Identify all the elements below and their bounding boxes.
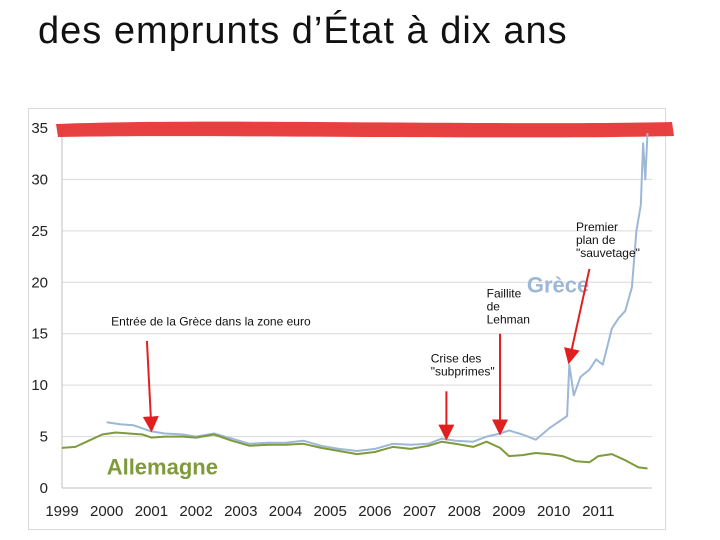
y-tick-label: 15	[31, 326, 48, 343]
x-tick-label: 2005	[313, 503, 346, 520]
x-tick-label: 2009	[492, 503, 525, 520]
annotation-sauvetage: Premier plan de "sauvetage"	[576, 220, 640, 260]
x-tick-label: 2011	[582, 503, 614, 520]
annotation-subprimes: Crise des "subprimes"	[431, 352, 495, 379]
y-tick-label: 0	[40, 480, 48, 497]
annotation-arrow-sauvetage	[564, 268, 591, 365]
chart-frame	[28, 108, 666, 530]
x-tick-label: 2001	[135, 503, 168, 520]
annotation-euro: Entrée de la Grèce dans la zone euro	[111, 314, 311, 328]
x-tick-label: 2008	[448, 503, 481, 520]
y-tick-label: 30	[31, 171, 48, 188]
series-line-grce	[106, 133, 649, 452]
x-tick-label: 2003	[224, 503, 257, 520]
x-tick-label: 2007	[403, 503, 436, 520]
slide-title: des emprunts d’État à dix ans	[38, 10, 568, 52]
annotation-lehman: Faillite de Lehman	[487, 287, 530, 327]
annotation-arrow-euro	[142, 340, 159, 433]
x-tick-label: 2004	[269, 503, 302, 520]
y-tick-label: 5	[40, 429, 48, 446]
x-tick-label: 2006	[358, 503, 391, 520]
series-label: Grèce	[527, 273, 589, 298]
y-tick-label: 25	[31, 223, 48, 240]
x-tick-label: 2010	[537, 503, 570, 520]
series-line-allemagne	[61, 431, 648, 470]
y-tick-label: 35	[31, 120, 48, 137]
x-tick-label: 2002	[179, 503, 212, 520]
highlight-stroke	[56, 121, 674, 138]
y-tick-label: 10	[31, 377, 48, 394]
y-tick-label: 20	[31, 274, 48, 291]
x-tick-label: 2000	[90, 503, 123, 520]
series-label: Allemagne	[107, 455, 218, 480]
x-tick-label: 1999	[45, 503, 78, 520]
